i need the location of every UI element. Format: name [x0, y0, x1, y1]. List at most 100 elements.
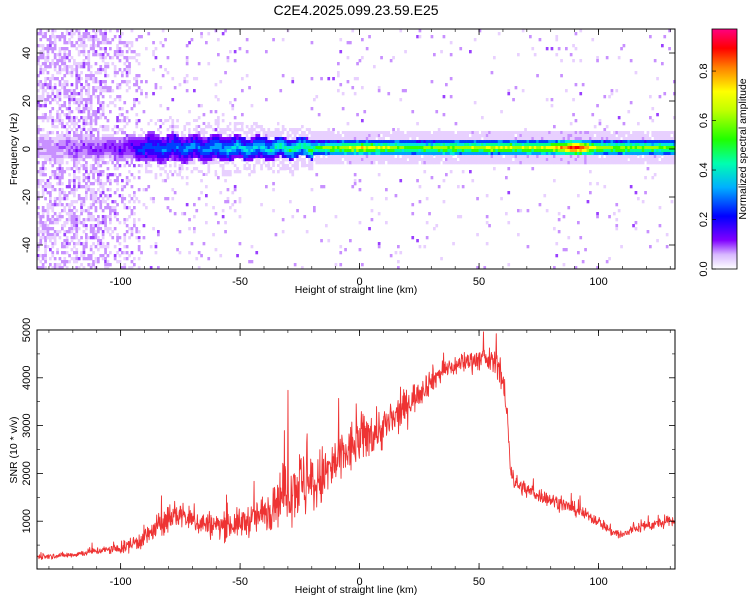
spectrogram-cell	[123, 218, 127, 222]
spectrogram-cell	[133, 206, 136, 210]
spectrogram-cell	[65, 65, 69, 69]
spectrogram-cell	[233, 209, 237, 213]
spectrogram-cell	[89, 248, 93, 252]
spectrogram-cell	[92, 263, 95, 267]
spectrogram-cell	[75, 83, 79, 87]
spectrogram-cell	[329, 155, 333, 159]
spectrogram-cell	[368, 137, 371, 141]
spectrogram-cell	[457, 161, 460, 165]
spectrogram-cell	[490, 155, 494, 159]
spectrogram-cell	[617, 149, 621, 153]
spectrogram-cell	[109, 233, 112, 237]
spectrogram-cell	[41, 191, 45, 195]
spectrogram-cell	[61, 149, 64, 153]
spectrogram-cell	[502, 146, 506, 150]
spectrogram-cell	[87, 101, 91, 105]
spectrogram-cell	[224, 140, 227, 144]
spectrogram-cell	[435, 110, 439, 114]
spectrogram-cell	[190, 152, 194, 156]
spectrogram-cell	[284, 152, 287, 156]
spectrogram-cell	[670, 131, 674, 135]
spectrogram-cell	[229, 155, 232, 159]
spectrogram-cell	[365, 134, 369, 138]
spectrogram-cell	[44, 227, 47, 231]
spectrogram-cell	[329, 140, 333, 144]
spectrogram-cell	[118, 152, 122, 156]
spectrogram-cell	[82, 137, 86, 141]
spectrogram-cell	[507, 191, 511, 195]
spectrogram-cell	[113, 152, 117, 156]
spectrogram-cell	[49, 200, 52, 204]
spectrogram-cell	[464, 155, 467, 159]
spectrogram-cell	[435, 158, 439, 162]
spectrogram-cell	[490, 134, 494, 138]
spectrogram-cell	[200, 137, 203, 141]
spectrogram-cell	[205, 131, 208, 135]
spectrogram-cell	[149, 152, 153, 156]
spectrogram-cell	[457, 215, 460, 219]
spectrogram-cell	[46, 134, 50, 138]
spectrogram-cell	[613, 161, 616, 165]
spectrogram-cell	[627, 146, 631, 150]
spectrogram-cell	[171, 77, 175, 81]
spectrogram-cell	[536, 137, 539, 141]
spectrogram-cell	[531, 152, 535, 156]
spectrogram-cell	[265, 185, 268, 189]
spectrogram-cell	[121, 251, 124, 255]
spectrogram-cell	[368, 227, 371, 231]
spectrogram-cell	[358, 131, 362, 135]
spectrogram-cell	[152, 197, 155, 201]
spectrogram-cell	[75, 128, 79, 132]
spectrogram-cell	[656, 149, 659, 153]
spectrogram-cell	[82, 254, 86, 258]
spectrogram-cell	[473, 134, 477, 138]
spectrogram-cell	[339, 161, 343, 165]
spectrogram-cell	[41, 170, 45, 174]
spectrogram-cell	[44, 260, 47, 264]
spectrogram-cell	[99, 239, 103, 243]
spectrogram-cell	[430, 176, 434, 180]
spectrogram-cell	[53, 119, 57, 123]
spectrogram-cell	[620, 47, 623, 51]
spectrogram-cell	[399, 98, 403, 102]
spectrogram-cell	[622, 152, 626, 156]
spectrogram-cell	[77, 197, 81, 201]
spectrogram-cell	[349, 149, 352, 153]
spectrogram-cell	[320, 161, 323, 165]
spectrogram-cell	[149, 155, 153, 159]
spectrogram-cell	[649, 152, 652, 156]
spectrogram-cell	[80, 128, 83, 132]
spectrogram-cell	[512, 158, 515, 162]
spectrogram-cell	[106, 152, 110, 156]
spectrogram-cell	[37, 179, 40, 183]
spectrogram-cell	[658, 161, 662, 165]
spectrogram-cell	[353, 179, 357, 183]
spectrogram-cell	[41, 164, 45, 168]
spectrogram-cell	[596, 56, 599, 60]
spectrogram-cell	[73, 44, 76, 48]
spectrogram-cell	[572, 152, 575, 156]
spectrogram-cell	[406, 140, 410, 144]
spectrogram-cell	[665, 161, 669, 165]
spectrogram-cell	[409, 146, 412, 150]
spectrogram-cell	[39, 140, 43, 144]
spectrogram-cell	[39, 32, 43, 36]
spectrogram-cell	[169, 149, 172, 153]
spectrogram-cell	[380, 134, 383, 138]
spectrogram-cell	[39, 146, 43, 150]
spectrogram-cell	[629, 161, 633, 165]
spectrogram-cell	[639, 155, 643, 159]
spectrogram-cell	[109, 182, 112, 186]
spectrogram-cell	[274, 137, 278, 141]
spectrogram-cell	[277, 140, 280, 144]
spectrogram-cell	[577, 134, 580, 138]
spectrogram-cell	[526, 140, 530, 144]
spectrogram-cell	[617, 140, 621, 144]
spectrogram-cell	[598, 146, 602, 150]
spectrogram-cell	[140, 89, 143, 93]
spectrogram-cell	[128, 227, 131, 231]
spectrogram-cell	[425, 149, 429, 153]
spectrogram-cell	[401, 143, 405, 147]
spectrogram-cell	[447, 155, 451, 159]
spectrogram-cell	[375, 134, 379, 138]
